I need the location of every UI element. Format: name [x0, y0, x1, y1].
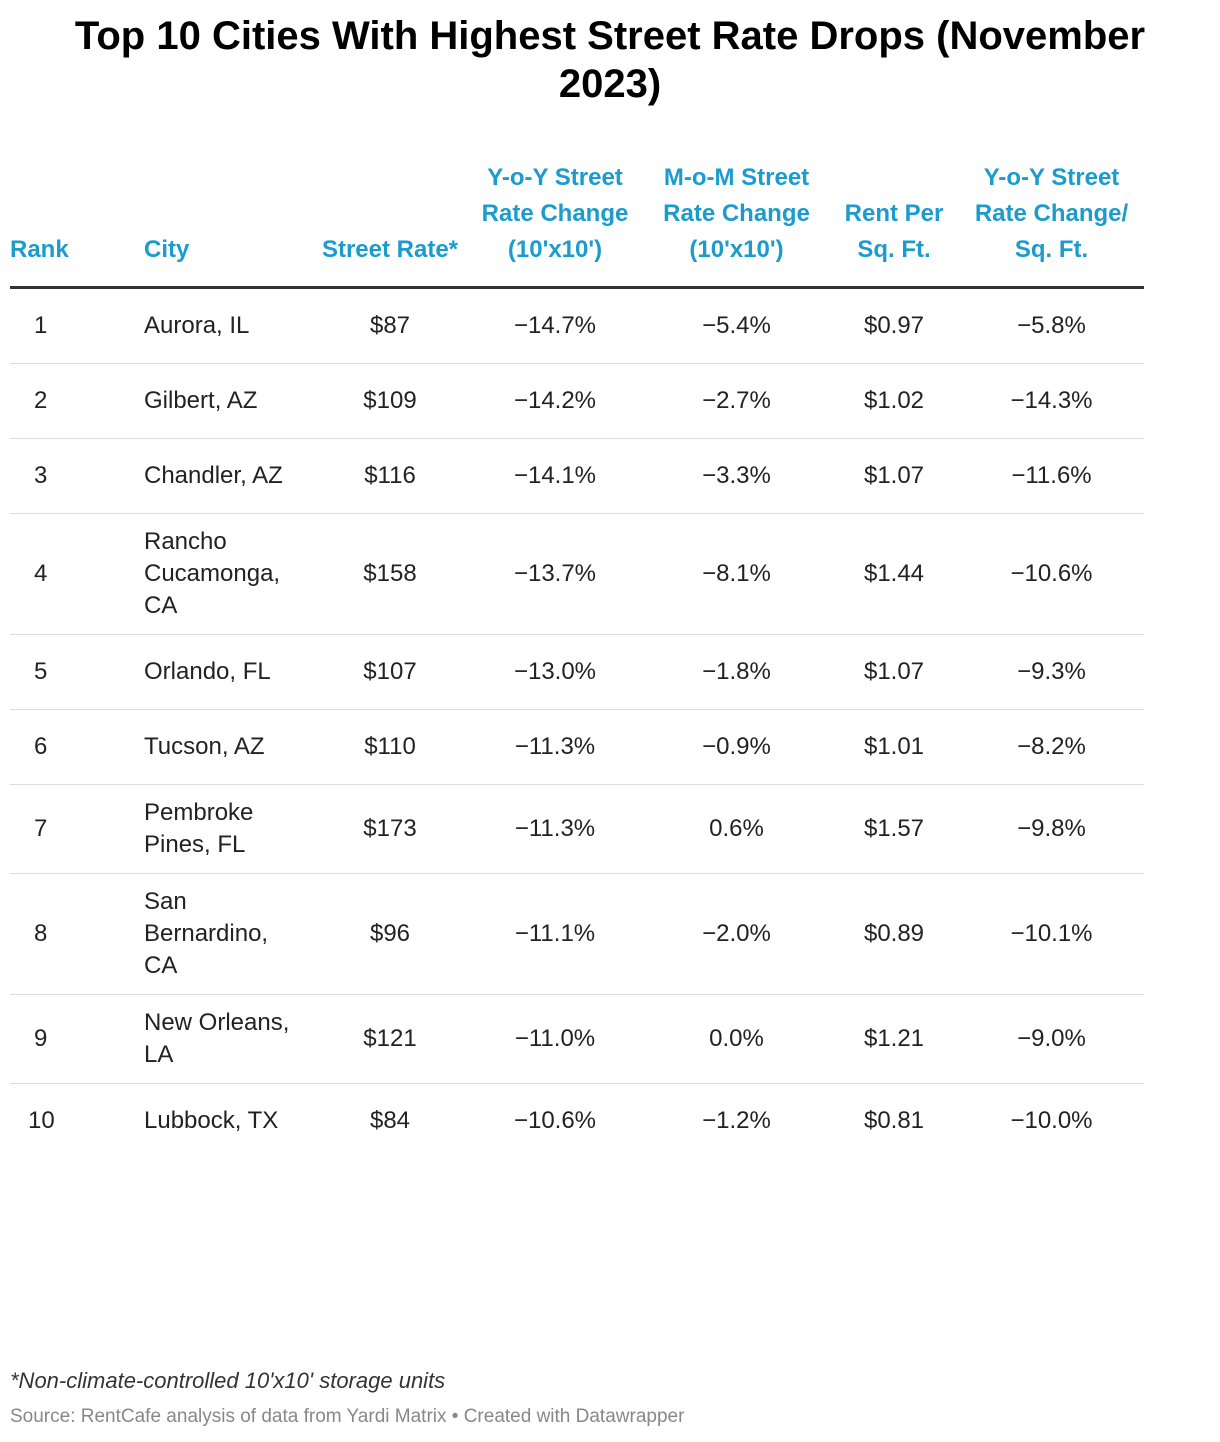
table-cell: $107 [314, 634, 466, 710]
table-cell: −8.1% [644, 513, 829, 635]
column-header: Y-o-Y Street Rate Change (10'x10') [466, 160, 644, 289]
table-cell: −9.0% [959, 994, 1144, 1084]
table-cell: 6 [10, 709, 144, 785]
table-cell: −2.7% [644, 363, 829, 439]
table-row: 5 Orlando, FL $107 −13.0% −1.8% $1.07 −9.3% [10, 634, 1144, 710]
table-cell: −14.7% [466, 287, 644, 364]
table-cell: −13.0% [466, 634, 644, 710]
table-cell: $173 [314, 784, 466, 874]
table-cell: $1.07 [829, 634, 959, 710]
table-cell: $87 [314, 287, 466, 364]
title: Top 10 Cities With Highest Street Rate D… [74, 14, 1146, 106]
table-cell: −14.2% [466, 363, 644, 439]
table-cell: San Bernardino, CA [144, 873, 314, 995]
table-cell: 2 [10, 363, 144, 439]
table-cell: 8 [10, 873, 144, 995]
table-cell: $116 [314, 438, 466, 514]
table-cell: −10.6% [513, 1107, 597, 1134]
column-header: Rent Per Sq. Ft. [829, 160, 959, 289]
table-cell: 4 [10, 513, 144, 635]
table-cell: $110 [314, 709, 466, 785]
table-cell: 9 [10, 994, 144, 1084]
table-cell: −11.6% [959, 438, 1144, 514]
column-header: Street Rate* [314, 160, 466, 289]
table-cell: −5.8% [959, 287, 1144, 364]
table-row: 7 Pembroke Pines, FL $173 −11.3% 0.6% $1.57 −9… [10, 784, 1144, 874]
table-body: 1 Aurora, IL $87 −14.7% −5.4% $0.97 −5.8% 2 Gilb… [10, 287, 1144, 1159]
table-cell: −0.9% [644, 709, 829, 785]
table-cell: −11.0% [466, 994, 644, 1084]
table-cell: Tucson, AZ [144, 709, 314, 785]
table-cell: $0.97 [829, 287, 959, 364]
column-header: City [144, 160, 314, 289]
table-cell: $0.89 [829, 873, 959, 995]
data-table: Rank City Street Rate* Y-o-Y Street Rate Ch… [10, 160, 1144, 1158]
table-cell: $1.21 [829, 994, 959, 1084]
table-cell: $1.07 [829, 438, 959, 514]
table-row: 1 Aurora, IL $87 −14.7% −5.4% $0.97 −5.8% [10, 287, 1144, 364]
table-cell: $1.57 [829, 784, 959, 874]
table-cell: Chandler, AZ [144, 438, 314, 514]
table-cell: $1.44 [829, 513, 959, 635]
table-cell: −10.0% [1010, 1107, 1093, 1134]
table-cell: $0.81 [863, 1107, 925, 1134]
table-row: 9 New Orleans, LA $121 −11.0% 0.0% $1.21 −9.0% [10, 994, 1144, 1084]
table-cell: $121 [314, 994, 466, 1084]
table-cell: −1.2% [702, 1107, 771, 1134]
table-cell: −1.8% [644, 634, 829, 710]
table-cell: −11.3% [466, 784, 644, 874]
table-cell: $96 [314, 873, 466, 995]
table-cell: $109 [314, 363, 466, 439]
table-row: 3 Chandler, AZ $116 −14.1% −3.3% $1.07 −11.6% [10, 438, 1144, 514]
table-cell: −10.1% [959, 873, 1144, 995]
table-cell: −13.7% [466, 513, 644, 635]
table-row: 4 Rancho Cucamonga, CA $158 −13.7% −8.1% $1.4… [10, 513, 1144, 635]
table-cell: −14.1% [466, 438, 644, 514]
table-cell: 0.6% [644, 784, 829, 874]
table-row: 10 Lubbock, TX $84 −10.6% −1.2% $0.81 −10.0% [10, 1084, 1144, 1159]
table-cell: 5 [10, 634, 144, 710]
column-header: Y-o-Y Street Rate Change/ Sq. Ft. [959, 160, 1144, 289]
table-cell: Rancho Cucamonga, CA [144, 513, 314, 635]
table-row: 6 Tucson, AZ $110 −11.3% −0.9% $1.01 −8.2% [10, 709, 1144, 785]
table-cell: −10.6% [959, 513, 1144, 635]
source: Source: RentCafe analysis of data from Y… [10, 1406, 685, 1427]
column-header: Rank [10, 160, 144, 289]
table-cell: −3.3% [644, 438, 829, 514]
table-cell: 3 [10, 438, 144, 514]
table-row: 2 Gilbert, AZ $109 −14.2% −2.7% $1.02 −14.3% [10, 363, 1144, 439]
table-cell: 1 [10, 287, 144, 364]
table-cell: −14.3% [959, 363, 1144, 439]
footnote: *Non-climate-controlled 10'x10' storage … [10, 1368, 446, 1393]
table-cell: 7 [10, 784, 144, 874]
table-cell: $158 [314, 513, 466, 635]
table-cell: $84 [369, 1107, 411, 1134]
table-cell: 0.0% [644, 994, 829, 1084]
table-cell: New Orleans, LA [144, 994, 314, 1084]
table-cell: −8.2% [959, 709, 1144, 785]
header-row: Rank City Street Rate* Y-o-Y Street Rate Ch… [10, 160, 1144, 289]
table-cell: Pembroke Pines, FL [144, 784, 314, 874]
table-cell: −2.0% [644, 873, 829, 995]
table-cell: −5.4% [644, 287, 829, 364]
table-cell: −11.3% [466, 709, 644, 785]
table-cell: −11.1% [466, 873, 644, 995]
table-cell: Lubbock, TX [144, 1107, 279, 1134]
table-cell: $1.01 [829, 709, 959, 785]
column-header: M-o-M Street Rate Change (10'x10') [644, 160, 829, 289]
table-cell: −9.3% [959, 634, 1144, 710]
table-cell: −9.8% [959, 784, 1144, 874]
table-cell: Aurora, IL [144, 287, 314, 364]
table-cell: Orlando, FL [144, 634, 314, 710]
table-cell: 10 [28, 1107, 55, 1134]
table-row: 8 San Bernardino, CA $96 −11.1% −2.0% $0.89 −1… [10, 873, 1144, 995]
table-cell: Gilbert, AZ [144, 363, 314, 439]
table-cell: $1.02 [829, 363, 959, 439]
